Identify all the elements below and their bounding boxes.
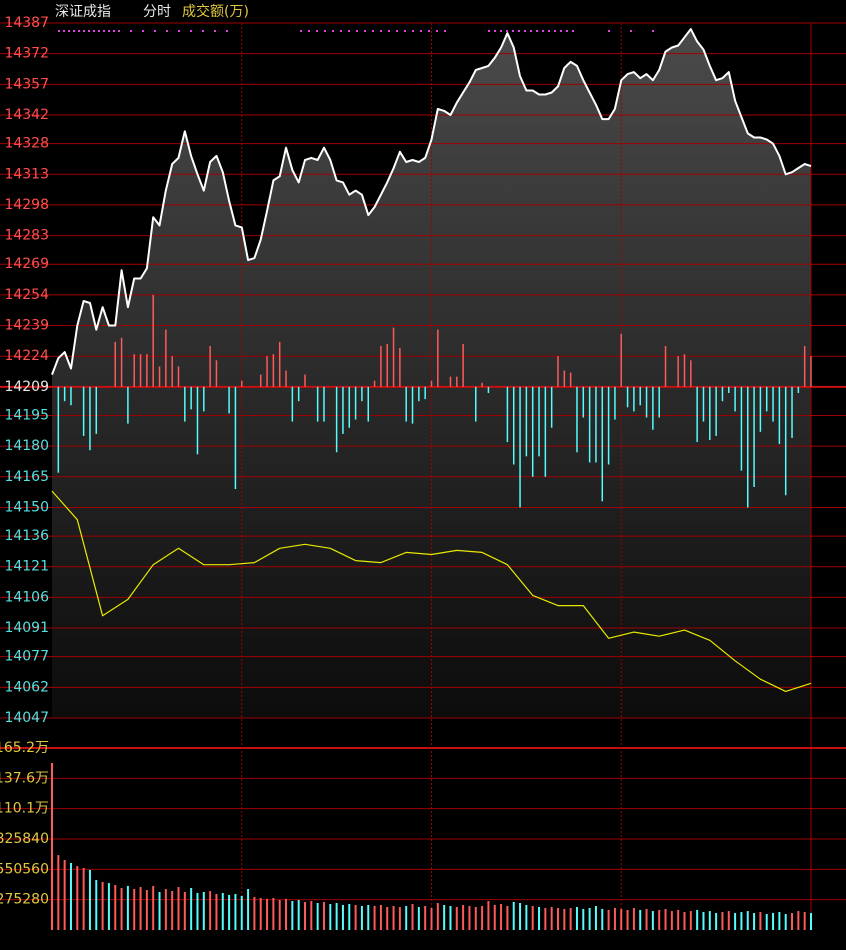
y-tick-label: 14372	[4, 46, 49, 62]
y-tick-label: 14269	[4, 256, 49, 272]
y-tick-label: 14106	[4, 589, 49, 605]
chart-title: 深证成指	[55, 4, 111, 20]
grid-layer	[0, 22, 846, 934]
line	[51, 490, 812, 692]
y-tick-label: 14091	[4, 620, 49, 636]
y-tick-label: 165.2万	[0, 740, 49, 756]
y-tick-label: 14254	[4, 287, 49, 303]
y-tick-label: 14283	[4, 228, 49, 244]
mark-layer	[51, 28, 812, 930]
y-tick-label: 14062	[4, 679, 49, 695]
time-strip	[0, 930, 846, 950]
y-tick-label: 825840	[0, 831, 49, 847]
y-tick-label: 14209	[4, 379, 49, 395]
y-tick-label: 14180	[4, 438, 49, 454]
y-tick-label: 550560	[0, 861, 49, 877]
y-tick-label: 14298	[4, 197, 49, 213]
y-tick-label: 14357	[4, 76, 49, 92]
y-tick-label: 14047	[4, 710, 49, 726]
y-tick-label: 14077	[4, 649, 49, 665]
y-tick-label: 110.1万	[0, 801, 49, 817]
y-tick-label: 137.6万	[0, 770, 49, 786]
y-tick-label: 14387	[4, 15, 49, 31]
y-tick-label: 14136	[4, 528, 49, 544]
fill-layer	[52, 29, 811, 719]
y-tick-label: 14239	[4, 318, 49, 334]
y-tick-label: 275280	[0, 892, 49, 908]
y-tick-label: 14328	[4, 136, 49, 152]
y-tick-label: 14224	[4, 348, 49, 364]
line	[51, 28, 812, 375]
y-tick-label: 14121	[4, 559, 49, 575]
y-tick-label: 14342	[4, 107, 49, 123]
y-tick-label: 14165	[4, 469, 49, 485]
chart-subtitle: 分时	[143, 4, 171, 20]
y-tick-label: 14313	[4, 166, 49, 182]
y-tick-label: 14150	[4, 499, 49, 515]
volume-title: 成交额(万)	[182, 3, 249, 20]
y-tick-label: 14195	[4, 407, 49, 423]
area	[52, 29, 811, 719]
